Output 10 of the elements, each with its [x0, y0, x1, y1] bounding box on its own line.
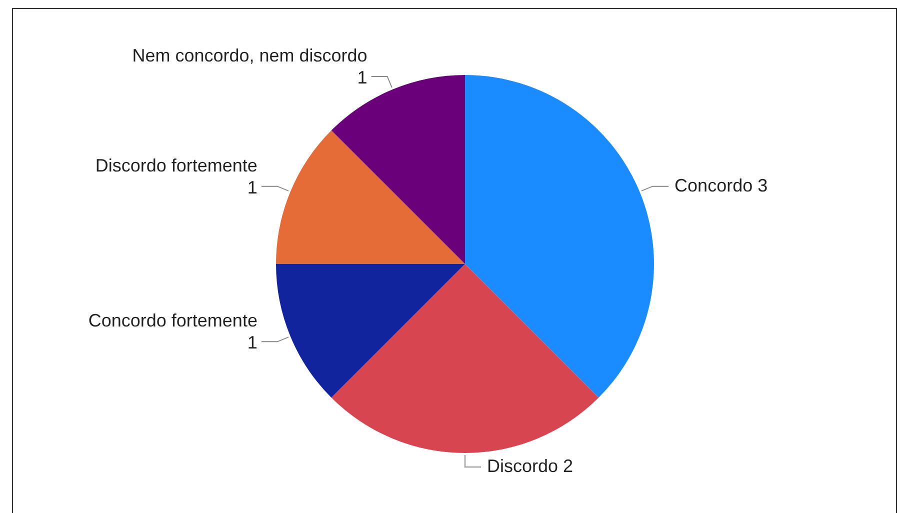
slice-label: Discordo	[487, 456, 558, 476]
data-label: 3	[758, 175, 768, 196]
slice-label: Discordo fortemente	[95, 155, 258, 176]
slice-label: Nem concordo, nem discordo	[132, 45, 368, 66]
data-label: 2	[563, 456, 574, 476]
slice-label: Concordo fortemente	[88, 310, 258, 331]
slice-label: Concordo	[674, 175, 753, 196]
data-label: 1	[247, 332, 258, 353]
data-label: 1	[247, 177, 258, 198]
data-label: 1	[357, 67, 368, 88]
